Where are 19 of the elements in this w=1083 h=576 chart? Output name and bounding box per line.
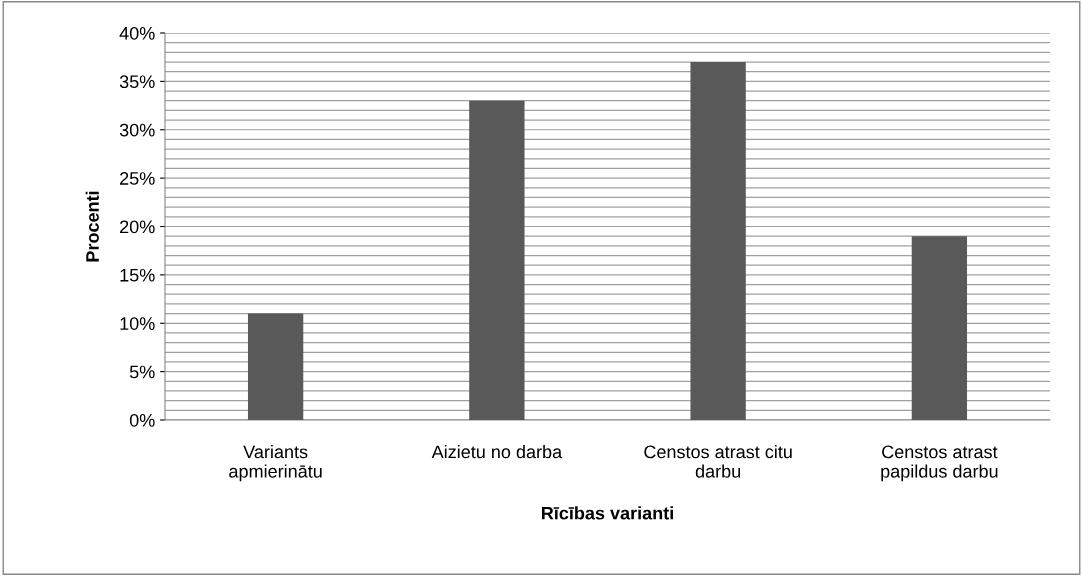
bar [247, 313, 304, 420]
x-tick-label: Censtos atrast citu darbu [644, 445, 792, 478]
y-tick-label: 15% [120, 268, 155, 282]
y-tick-label: 25% [120, 172, 155, 185]
x-tick-label: Aizietu no darba [431, 445, 563, 459]
bar [911, 236, 968, 420]
y-axis-title: Procenti [85, 191, 99, 262]
y-tick-label: 5% [129, 365, 155, 379]
y-tick-label: 40% [119, 26, 155, 40]
y-tick-label: 0% [129, 413, 155, 427]
y-tick-label: 30% [119, 123, 155, 137]
bar [690, 62, 746, 420]
y-tick-label: 10% [120, 317, 155, 330]
x-axis-title: Rīcības varianti [541, 506, 673, 520]
y-tick-label: 35% [119, 75, 155, 89]
x-tick-label: Censtos atrast papildus darbu [881, 445, 998, 482]
bar [469, 100, 525, 420]
y-tick-label: 20% [120, 220, 155, 234]
x-tick-label: Variants apmierinātu [229, 445, 322, 482]
